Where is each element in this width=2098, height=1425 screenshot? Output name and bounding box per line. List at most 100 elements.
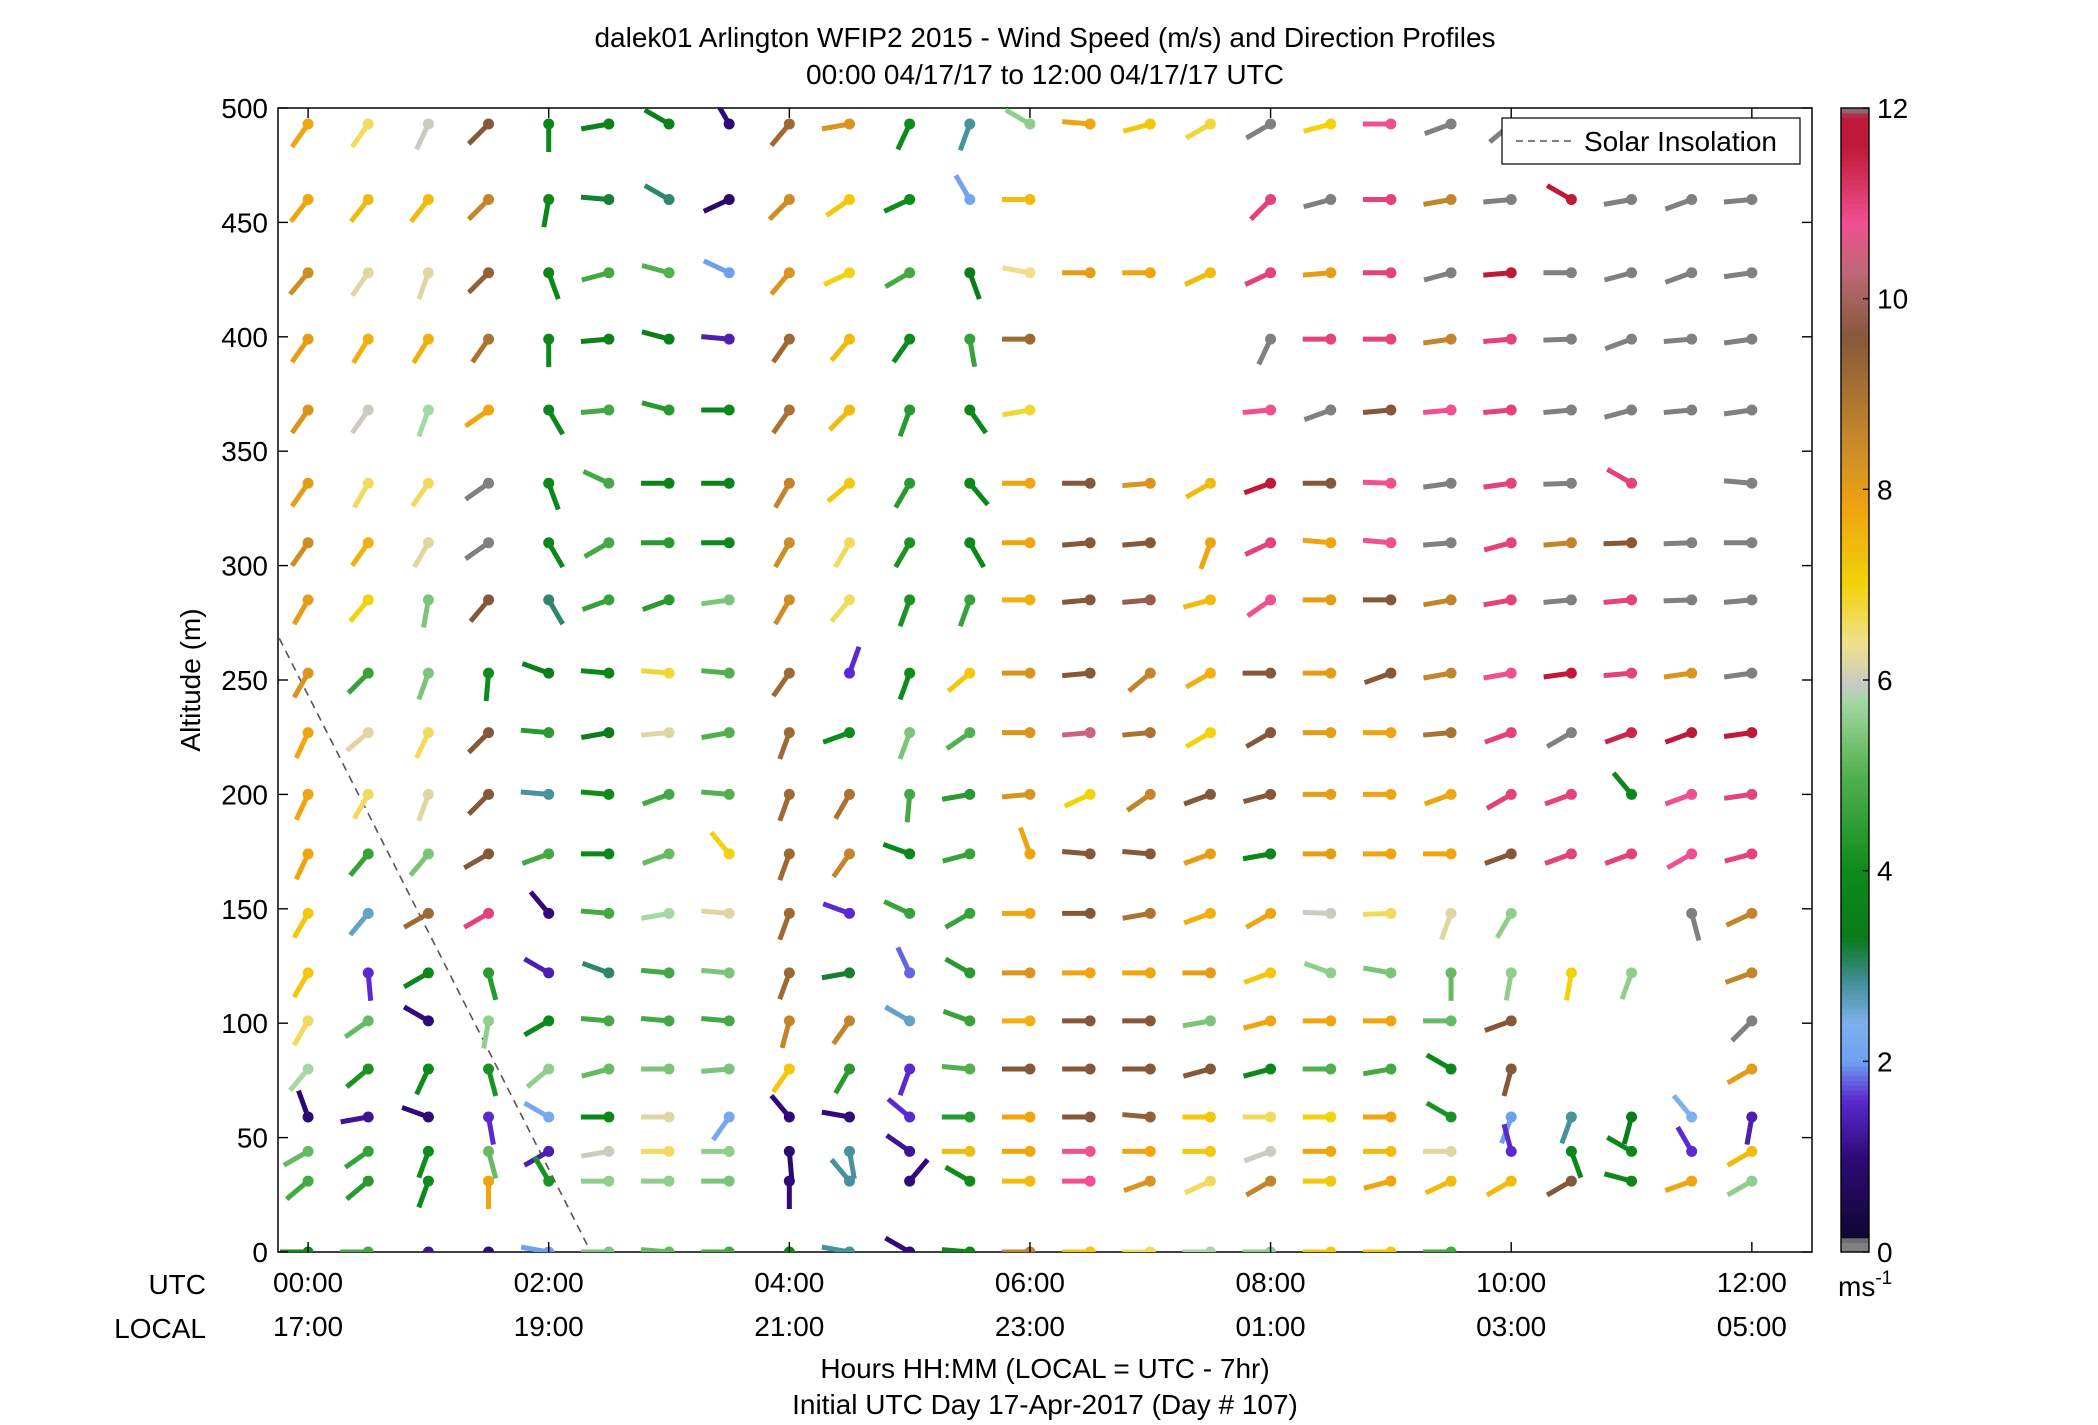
wind-barb — [1063, 788, 1096, 809]
wind-barb-dot — [1445, 848, 1457, 860]
colorbar-tick-label: 8 — [1877, 474, 1893, 505]
colorbar-segment — [1841, 670, 1869, 676]
colorbar-segment — [1841, 870, 1869, 877]
wind-barb-dot — [904, 1175, 916, 1187]
wind-barb-dot — [1746, 267, 1758, 279]
wind-barb-dot — [543, 477, 555, 489]
wind-barb-dot — [843, 404, 855, 416]
colorbar-segment — [1841, 160, 1869, 166]
wind-barb — [1302, 537, 1337, 549]
colorbar-segment — [1841, 1089, 1869, 1096]
wind-barb — [945, 727, 976, 751]
wind-barb-dot — [483, 537, 495, 549]
wind-barb — [1362, 1063, 1397, 1077]
colorbar-segment — [1841, 541, 1869, 548]
wind-barb — [1565, 1145, 1584, 1179]
wind-barb-dot — [603, 667, 615, 679]
wind-barb-dot — [843, 727, 855, 739]
wind-barb-dot — [1746, 1175, 1758, 1187]
wind-barb — [1303, 118, 1337, 134]
colorbar-segment — [1841, 770, 1869, 776]
wind-barb — [1122, 1063, 1156, 1075]
wind-barb — [543, 267, 561, 300]
colorbar-segment — [1841, 260, 1869, 266]
colorbar-segment — [1841, 722, 1869, 729]
wind-barb-dot — [964, 537, 976, 549]
wind-barb — [1611, 771, 1638, 800]
wind-barb-dot — [964, 1246, 976, 1252]
wind-barb-dot — [723, 333, 735, 345]
wind-barb-dot — [603, 788, 615, 800]
wind-barb — [944, 907, 976, 930]
wind-barb-dot — [1144, 1063, 1156, 1075]
colorbar-segment — [1841, 1151, 1869, 1158]
wind-barb — [1485, 1175, 1517, 1198]
colorbar-segment — [1841, 799, 1869, 805]
colorbar-segment — [1841, 932, 1869, 938]
wind-barb-dot — [483, 788, 495, 800]
wind-barb — [1183, 848, 1216, 866]
wind-barb-dot — [1265, 727, 1277, 739]
wind-barb-stem — [418, 1249, 429, 1252]
colorbar-segment — [1841, 1070, 1869, 1077]
wind-barb-dot — [1024, 788, 1036, 800]
wind-barb-dot — [1144, 788, 1156, 800]
wind-barb-dot — [422, 594, 434, 606]
wind-barb — [402, 907, 434, 930]
wind-barb-dot — [723, 727, 735, 739]
wind-barb-dot — [1265, 1015, 1277, 1027]
wind-barb-dot — [362, 333, 374, 345]
colorbar-segment — [1841, 1204, 1869, 1210]
wind-barb-dot — [422, 907, 434, 919]
colorbar-segment — [1841, 818, 1869, 824]
wind-barb — [1362, 537, 1397, 549]
wind-barb-dot — [603, 1175, 615, 1187]
wind-barb — [402, 1004, 434, 1027]
colorbar-segment — [1841, 727, 1869, 734]
x-tick-label-local: 21:00 — [754, 1311, 824, 1342]
wind-barb-dot — [1385, 788, 1397, 800]
colorbar-segment — [1841, 537, 1869, 543]
colorbar-segment — [1841, 1099, 1869, 1105]
wind-barb-dot — [362, 267, 374, 279]
colorbar-segment — [1841, 613, 1869, 619]
wind-barb — [1501, 1063, 1517, 1097]
wind-barb-dot — [1686, 667, 1698, 679]
colorbar-segment — [1841, 627, 1869, 633]
wind-barb — [1663, 667, 1698, 680]
wind-barb-dot — [1505, 267, 1517, 279]
wind-barb — [1302, 1111, 1337, 1123]
wind-barb — [1302, 1063, 1337, 1075]
wind-barb-dot — [483, 1063, 495, 1075]
wind-barb-dot — [1746, 1015, 1758, 1027]
wind-barb-dot — [904, 404, 916, 416]
colorbar-segment — [1841, 394, 1869, 400]
wind-barb — [1726, 1175, 1758, 1198]
wind-barb-dot — [1746, 1111, 1758, 1123]
colorbar-segment — [1841, 255, 1869, 262]
wind-barb — [1303, 194, 1337, 210]
wind-barb-dot — [663, 118, 675, 130]
wind-barb-dot — [1746, 727, 1758, 739]
colorbar-segment — [1841, 784, 1869, 791]
wind-barb — [1062, 594, 1096, 606]
colorbar-segment — [1841, 341, 1869, 347]
wind-barb — [1122, 1145, 1156, 1157]
wind-barb-dot — [1686, 1175, 1698, 1187]
colorbar-segment — [1841, 918, 1869, 924]
wind-barb — [463, 848, 495, 871]
wind-barb-dot — [1024, 967, 1036, 979]
wind-barb-dot — [1084, 1111, 1096, 1123]
wind-barb — [709, 830, 735, 860]
colorbar-segment — [1841, 279, 1869, 285]
wind-barb-dot — [723, 1015, 735, 1027]
wind-barb-dot — [1084, 118, 1096, 130]
wind-barb — [701, 333, 735, 345]
colorbar-segment — [1841, 1075, 1869, 1081]
colorbar-segment — [1841, 741, 1869, 748]
colorbar-segment — [1841, 923, 1869, 929]
wind-barb-dot — [1204, 594, 1216, 606]
wind-barb — [1302, 907, 1337, 919]
wind-barb-dot — [422, 967, 434, 979]
wind-barb-dot — [1385, 848, 1397, 860]
